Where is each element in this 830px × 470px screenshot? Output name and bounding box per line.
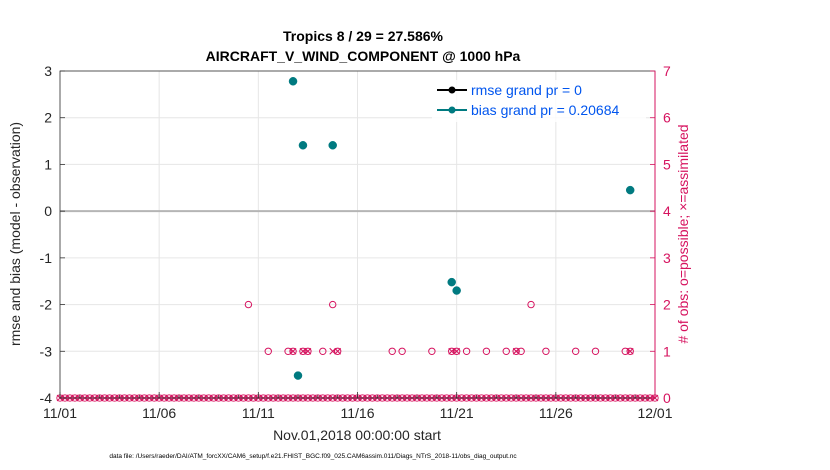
obs-possible-point bbox=[304, 347, 312, 355]
obs-possible-point bbox=[542, 347, 550, 355]
data-file-footer: data file: /Users/raeder/DAI/ATM_forcXX/… bbox=[109, 453, 517, 460]
obs-possible-point bbox=[264, 347, 272, 355]
obs-possible-point bbox=[319, 347, 327, 355]
y-tick-label-left: -3 bbox=[40, 343, 53, 359]
y-tick-label-right: 3 bbox=[663, 250, 671, 266]
obs-possible-point bbox=[428, 347, 436, 355]
legend-bias-label: bias grand pr = 0.20684 bbox=[471, 102, 619, 118]
x-tick-label: 11/06 bbox=[142, 405, 176, 421]
obs-possible-point bbox=[333, 347, 342, 355]
bias-point bbox=[452, 286, 461, 295]
x-tick-label: 11/26 bbox=[539, 405, 573, 421]
obs-possible-point bbox=[482, 347, 491, 355]
x-tick-label: 11/21 bbox=[440, 405, 474, 421]
obs-possible-point bbox=[329, 300, 337, 309]
y-tick-label-right: 1 bbox=[663, 343, 671, 359]
obs-possible-point bbox=[299, 347, 307, 355]
obs-possible-point bbox=[502, 347, 510, 355]
y-tick-label-left: 1 bbox=[44, 156, 52, 172]
obs-possible-point bbox=[244, 300, 253, 309]
chart-title-line1: Tropics 8 / 29 = 27.586% bbox=[283, 28, 443, 44]
legend: rmse grand pr = 0 bias grand pr = 0.2068… bbox=[432, 80, 646, 122]
obs-assimilated-point bbox=[329, 347, 337, 355]
y-tick-label-left: -1 bbox=[40, 250, 53, 266]
chart-title-line2: AIRCRAFT_V_WIND_COMPONENT @ 1000 hPa bbox=[206, 48, 521, 64]
obs-assimilated-point bbox=[334, 347, 342, 355]
obs-possible-point bbox=[527, 300, 535, 309]
legend-bias-marker bbox=[448, 106, 456, 114]
obs-possible-point bbox=[626, 347, 634, 355]
x-axis-label: Nov.01,2018 00:00:00 start bbox=[273, 427, 441, 443]
bias-point bbox=[288, 77, 298, 86]
axes: 11/01 11/06 11/11 11/16 11/21 11/26 12/01 -4 -3 -… bbox=[40, 63, 673, 421]
x-tick-label: 12/01 bbox=[637, 405, 672, 421]
obs-possible-point bbox=[398, 347, 406, 355]
y-tick-label-right: 4 bbox=[663, 203, 671, 219]
y-tick-label-right: 7 bbox=[663, 63, 671, 79]
bias-point bbox=[293, 371, 303, 380]
legend-box bbox=[432, 80, 646, 122]
x-tick-label: 11/11 bbox=[242, 405, 275, 421]
bias-point bbox=[625, 185, 635, 195]
y-tick-label-right: 5 bbox=[663, 156, 671, 172]
x-tick-label: 11/16 bbox=[341, 405, 375, 421]
y-axis-label-right: # of obs: o=possible; ×=assimilated bbox=[675, 124, 691, 343]
obs-possible-point bbox=[452, 347, 461, 355]
obs-possible-point bbox=[462, 347, 471, 355]
obs-possible-point bbox=[517, 347, 525, 355]
y-tick-label-left: -4 bbox=[40, 390, 53, 406]
obs-possible-point bbox=[284, 347, 292, 355]
bias-point bbox=[447, 277, 456, 287]
y-tick-label-left: 2 bbox=[44, 110, 52, 126]
y-tick-label-right: 0 bbox=[663, 390, 671, 406]
x-tick-label: 11/01 bbox=[43, 405, 77, 421]
y-tick-label-left: 0 bbox=[44, 203, 52, 219]
y-tick-label-left: 3 bbox=[44, 63, 52, 79]
y-axis-label-left: rmse and bias (model - observation) bbox=[7, 122, 23, 346]
obs-possible-point bbox=[512, 347, 520, 355]
obs-assimilated-point bbox=[453, 347, 461, 355]
obs-assimilated-point bbox=[448, 347, 456, 355]
y-tick-label-left: -2 bbox=[40, 297, 53, 313]
obs-assimilated-point bbox=[299, 347, 307, 355]
obs-possible-point bbox=[591, 347, 600, 355]
obs-possible-point bbox=[621, 347, 629, 355]
obs-possible-point bbox=[388, 347, 396, 355]
obs-assimilated-point bbox=[304, 347, 312, 355]
obs-possible-point bbox=[571, 347, 580, 355]
obs-possible-point bbox=[289, 347, 297, 355]
legend-rmse-marker bbox=[448, 86, 456, 94]
y-tick-label-right: 6 bbox=[663, 110, 671, 126]
y-tick-label-right: 2 bbox=[663, 297, 671, 313]
bias-point bbox=[328, 141, 337, 150]
obs-possible-point bbox=[448, 347, 456, 355]
obs-assimilated-point bbox=[289, 347, 297, 355]
bias-point bbox=[298, 141, 308, 150]
obs-assimilated-point bbox=[512, 347, 520, 355]
obs-assimilated-point bbox=[626, 347, 634, 355]
legend-rmse-label: rmse grand pr = 0 bbox=[471, 82, 582, 98]
